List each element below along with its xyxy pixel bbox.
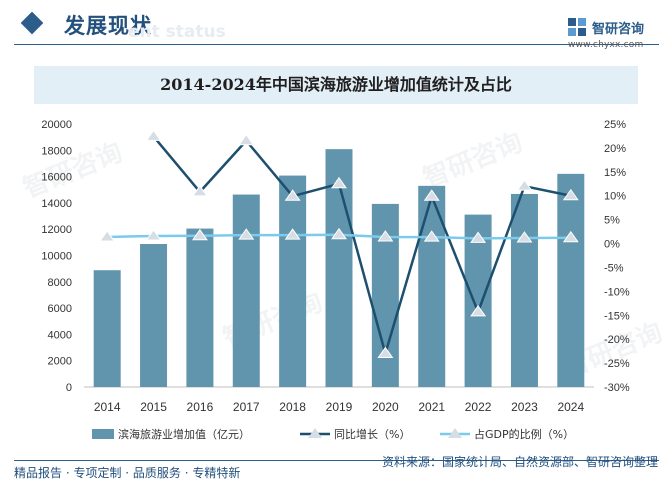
point-marker xyxy=(284,189,301,201)
y-right-tick-label: -20% xyxy=(604,334,630,346)
bar xyxy=(418,185,446,387)
chart-title: 2014-2024年中国滨海旅游业增加值统计及占比 xyxy=(160,75,512,94)
series-line xyxy=(152,135,572,355)
brand-url: www.chyxx.com xyxy=(568,40,644,50)
legend-label: 同比增长（%） xyxy=(334,427,410,441)
bar xyxy=(93,270,121,387)
y-axis-right: -30% -25% -20% -15% -10% -5% 0% 5% 10% 15% 20% 25% xyxy=(604,119,630,394)
point-marker xyxy=(470,305,487,317)
point-marker xyxy=(238,133,255,146)
section-subtitle: ent status xyxy=(128,22,226,42)
y-right-tick-label: 10% xyxy=(604,191,626,203)
point-marker xyxy=(423,189,440,201)
point-marker xyxy=(238,228,255,240)
point-marker xyxy=(99,230,116,242)
y-right-tick-label: 20% xyxy=(604,143,626,155)
section-title: 发展现状 xyxy=(64,13,152,38)
bar xyxy=(232,194,260,387)
legend: 滨海旅游业增加值（亿元） 同比增长（%） 占GDP的比例（%） xyxy=(92,427,574,441)
legend-label: 占GDP的比例（%） xyxy=(474,427,574,441)
line-series xyxy=(99,129,579,359)
bar xyxy=(186,228,214,387)
bar xyxy=(279,175,307,387)
y-right-tick-label: 5% xyxy=(604,215,620,227)
x-tick-label: 2014 xyxy=(94,400,121,414)
y-left-tick-label: 18000 xyxy=(41,145,72,157)
y-left-tick-label: 0 xyxy=(66,382,72,394)
y-left-tick-label: 16000 xyxy=(41,172,72,184)
point-marker xyxy=(331,176,347,189)
point-marker xyxy=(377,230,394,242)
y-left-tick-label: 4000 xyxy=(48,329,72,341)
y-axis-left: 0 2000 4000 6000 8000 10000 12000 14000 16000 180… xyxy=(41,119,72,394)
x-tick-label: 2018 xyxy=(279,400,306,414)
bar xyxy=(510,193,538,387)
legend-swatch-bar xyxy=(92,429,114,439)
x-tick-label: 2024 xyxy=(557,400,584,414)
y-right-tick-label: -30% xyxy=(604,382,630,394)
y-right-tick-label: -15% xyxy=(604,310,630,322)
y-left-tick-label: 14000 xyxy=(41,198,72,210)
point-marker xyxy=(562,230,579,243)
legend-label: 滨海旅游业增加值（亿元） xyxy=(118,427,250,441)
point-marker xyxy=(377,346,394,359)
x-tick-label: 2022 xyxy=(465,400,492,414)
y-right-tick-label: -10% xyxy=(604,286,630,298)
y-left-tick-label: 20000 xyxy=(41,119,72,131)
y-right-tick-label: -25% xyxy=(604,358,630,370)
bar xyxy=(140,244,168,387)
bar xyxy=(557,173,585,387)
brand: 智研咨询 www.chyxx.com xyxy=(568,18,664,52)
brand-name: 智研咨询 xyxy=(592,22,645,37)
y-left-tick-label: 8000 xyxy=(48,277,72,289)
y-left-tick-label: 12000 xyxy=(41,224,72,236)
point-marker xyxy=(331,227,347,240)
x-tick-label: 2020 xyxy=(372,400,399,414)
y-right-tick-label: -5% xyxy=(604,262,624,274)
bar xyxy=(325,149,353,387)
header-bar: 发展现状 ent status 智研咨询 www.chyxx.com xyxy=(0,0,670,56)
footer-divider xyxy=(14,460,659,461)
y-left-tick-label: 2000 xyxy=(48,356,72,368)
bar-series xyxy=(93,149,585,387)
point-marker xyxy=(284,228,301,240)
x-axis: 2014 2015 2016 2017 2018 2019 2020 2021 2022 2023… xyxy=(84,386,594,414)
x-tick-label: 2015 xyxy=(140,400,167,414)
y-right-tick-label: 25% xyxy=(604,119,626,131)
header-divider xyxy=(14,44,659,45)
x-tick-label: 2017 xyxy=(233,400,260,414)
point-marker xyxy=(423,230,440,242)
y-right-tick-label: 15% xyxy=(604,167,626,179)
source-note: 资料来源：国家统计局、自然资源部、智研咨询整理 xyxy=(381,455,658,469)
x-tick-label: 2021 xyxy=(418,400,445,414)
legend-marker xyxy=(308,428,322,438)
x-tick-label: 2019 xyxy=(326,400,353,414)
bar xyxy=(464,214,492,387)
point-marker xyxy=(516,231,533,243)
point-marker xyxy=(191,228,208,241)
y-left-tick-label: 6000 xyxy=(48,303,72,315)
y-right-tick-label: 0% xyxy=(604,239,620,251)
point-marker xyxy=(562,188,579,201)
point-marker xyxy=(470,231,487,243)
point-marker xyxy=(516,179,533,191)
point-marker xyxy=(191,185,208,197)
y-left-tick-label: 10000 xyxy=(41,251,72,263)
x-tick-label: 2016 xyxy=(187,400,214,414)
point-marker xyxy=(145,229,162,241)
point-marker xyxy=(145,129,162,141)
brand-logo-icon xyxy=(568,18,586,36)
x-tick-label: 2023 xyxy=(511,400,538,414)
chart-title-band: 2014-2024年中国滨海旅游业增加值统计及占比 xyxy=(34,66,638,104)
legend-marker xyxy=(448,428,462,438)
footer-tagline: 精品报告 · 专项定制 · 品质服务 · 专精特新 xyxy=(14,466,241,480)
